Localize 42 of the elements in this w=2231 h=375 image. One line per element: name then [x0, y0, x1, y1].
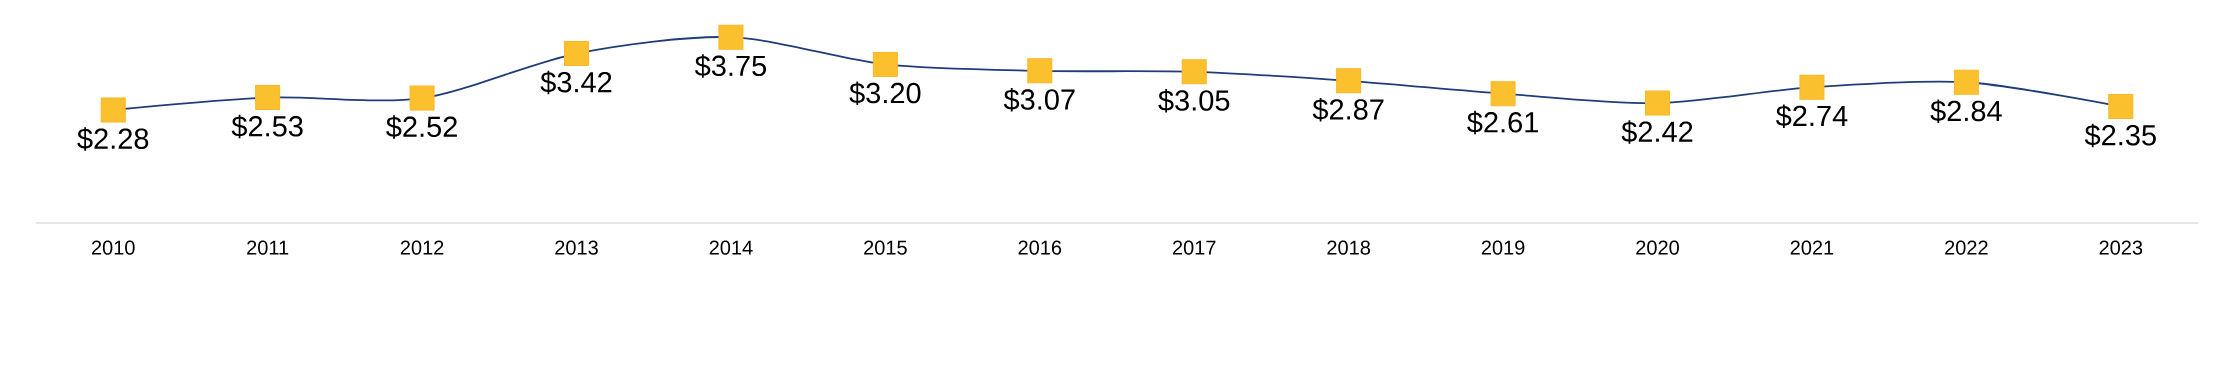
data-label: $3.42 — [540, 70, 612, 95]
data-label: $2.74 — [1775, 104, 1848, 128]
data-label: $2.52 — [386, 115, 457, 139]
x-tick-label: 2022 — [1945, 240, 1988, 255]
x-tick-label: 2019 — [1481, 240, 1525, 255]
x-tick-label: 2011 — [247, 240, 289, 255]
x-tick-label: 2014 — [709, 240, 753, 255]
x-tick-label: 2016 — [1018, 240, 1062, 255]
point — [1645, 90, 1671, 116]
data-label: $2.61 — [1467, 110, 1538, 135]
point — [718, 24, 744, 50]
point — [1181, 59, 1207, 85]
data-label: $2.35 — [2084, 123, 2156, 148]
point — [100, 97, 126, 123]
data-label: $3.05 — [1158, 89, 1230, 113]
x-tick-label: 2012 — [400, 240, 444, 255]
data-label: $3.07 — [1003, 88, 1075, 112]
x-tick-label: 2020 — [1636, 240, 1679, 255]
data-label: $2.53 — [231, 114, 303, 139]
data-label: $3.20 — [849, 81, 921, 106]
point — [1027, 58, 1053, 84]
data-label: $3.75 — [694, 54, 766, 78]
point — [1336, 68, 1362, 94]
data-label: $2.84 — [1930, 99, 2002, 123]
point — [255, 85, 281, 111]
x-tick-label: 2018 — [1327, 240, 1371, 255]
x-tick-label: 2015 — [864, 240, 907, 255]
point — [564, 41, 590, 67]
x-tick-label: 2023 — [2099, 240, 2143, 255]
data-label: $2.87 — [1312, 97, 1384, 122]
x-tick-label: 2010 — [91, 240, 135, 255]
data-label: $2.28 — [77, 127, 149, 151]
point — [2108, 94, 2134, 120]
point — [1799, 74, 1825, 100]
point — [409, 85, 435, 111]
point — [872, 51, 898, 77]
data-label: $2.42 — [1621, 120, 1693, 144]
x-tick-label: 2017 — [1172, 240, 1216, 255]
point — [1490, 81, 1516, 107]
x-tick-label: 2013 — [555, 240, 598, 255]
x-tick-label: 2021 — [1790, 240, 1834, 255]
point — [1953, 69, 1979, 95]
